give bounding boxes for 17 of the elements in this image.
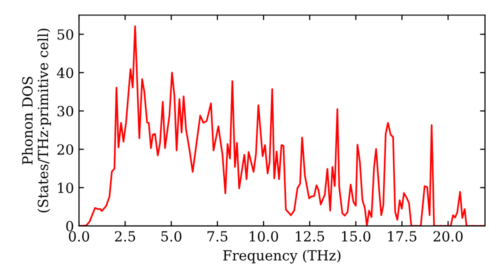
x-tick-label: 10.0	[250, 231, 278, 242]
x-tick-label: 0.0	[68, 231, 90, 242]
y-tick-label: 50	[58, 29, 74, 40]
x-tick-label: 12.5	[296, 231, 324, 242]
y-tick-label: 30	[58, 106, 74, 116]
x-axis-title: Frequency (THz)	[223, 250, 340, 264]
x-tick-label: 17.5	[388, 231, 416, 242]
x-tick-label: 5.0	[161, 231, 182, 242]
x-tick-label: 2.5	[115, 231, 136, 242]
y-tick-label: 20	[57, 144, 74, 155]
x-tick-label: 7.5	[208, 231, 228, 242]
y-tick-label: 40	[56, 68, 74, 78]
y-tick-label: 10	[58, 182, 74, 194]
y-tick-label: 0	[66, 220, 74, 232]
x-tick-label: 15.0	[342, 231, 370, 242]
y-axis-title: Phonon DOS (States/THz·primitive cell)	[22, 28, 51, 212]
x-tick-label: 20.0	[434, 231, 463, 242]
